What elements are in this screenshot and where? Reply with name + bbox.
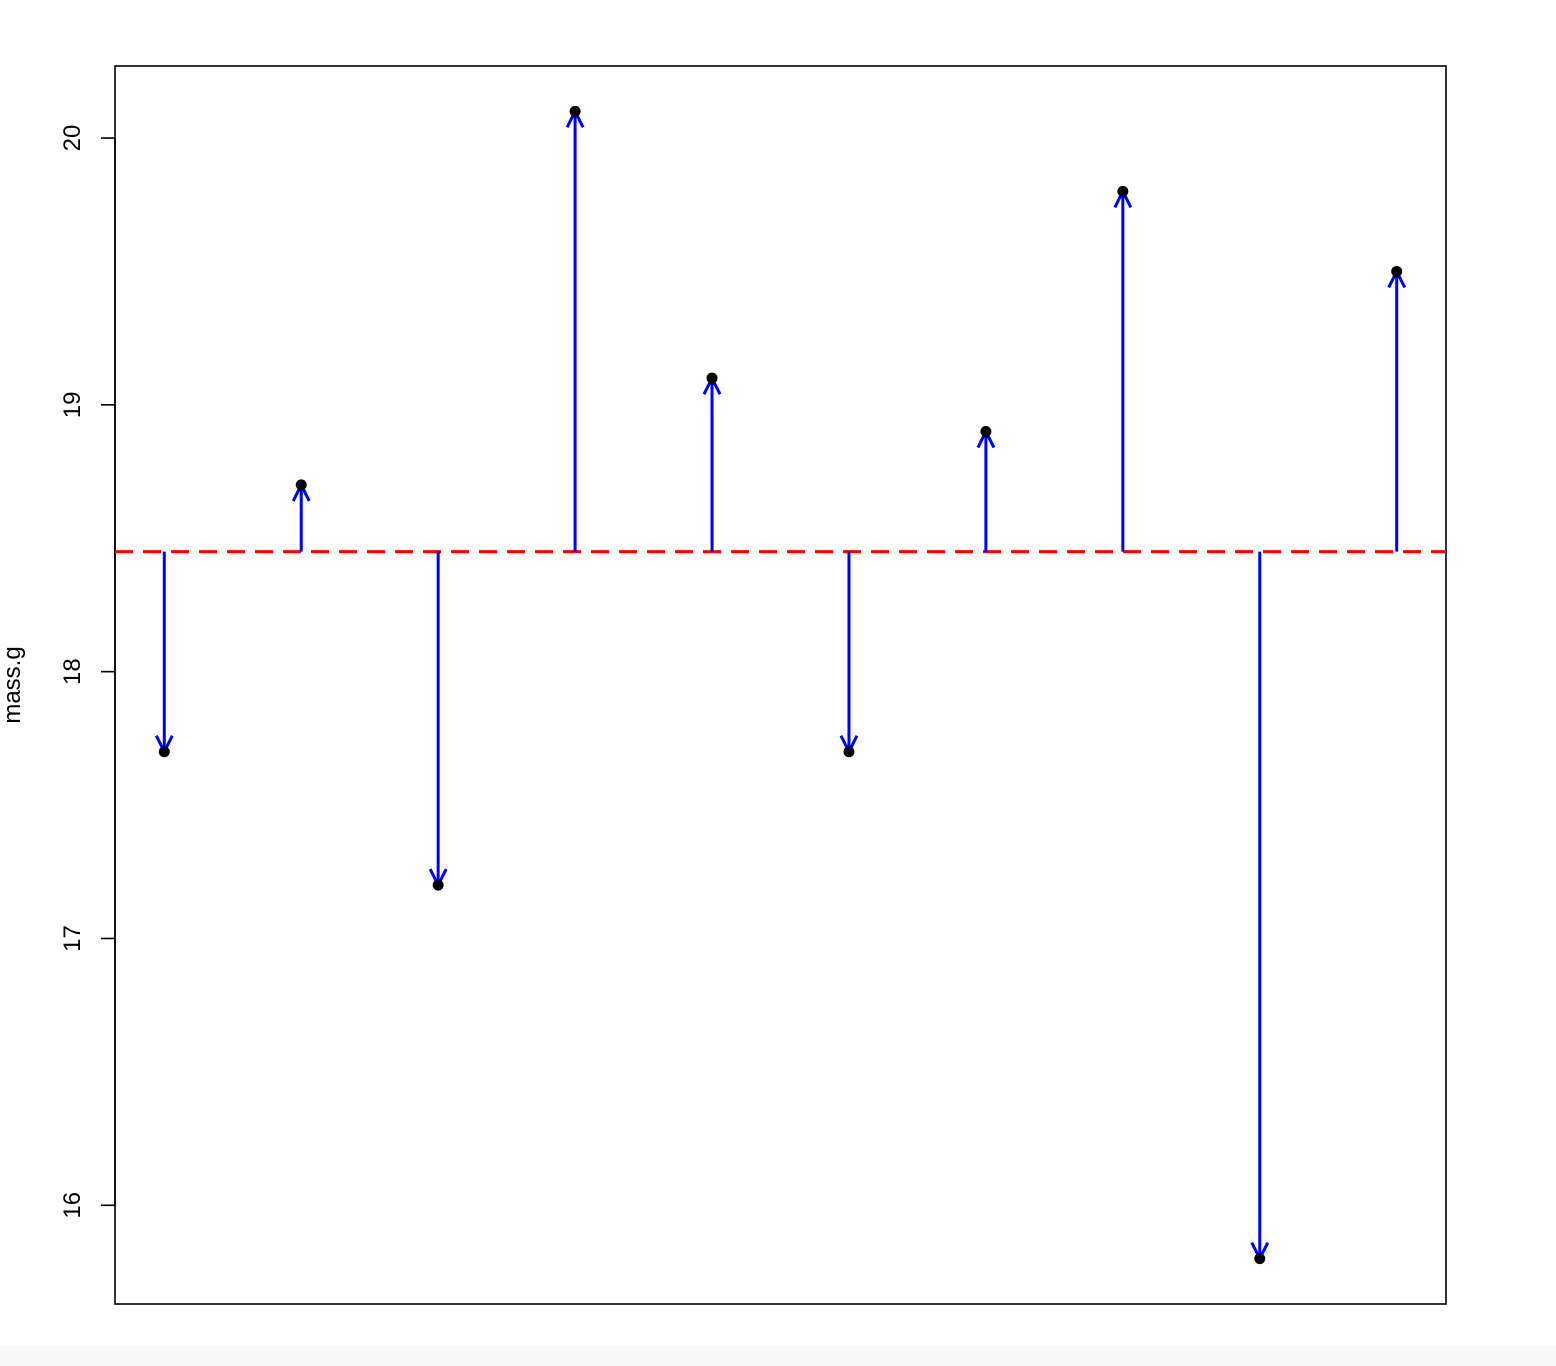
deviation-arrow: [1250, 551, 1270, 1262]
deviation-arrow: [565, 108, 585, 552]
deviation-arrow: [154, 551, 174, 756]
y-axis-label: mass.g: [0, 646, 26, 723]
data-point: [1117, 185, 1129, 197]
data-point: [843, 746, 855, 758]
y-tick-label: 18: [59, 658, 86, 685]
deviation-arrow: [428, 551, 448, 889]
data-points: [158, 105, 1403, 1265]
plot-frame: [114, 65, 1447, 1305]
data-point: [158, 746, 170, 758]
y-tick-label: 16: [59, 1192, 86, 1219]
deviation-arrow: [291, 481, 311, 552]
data-point: [980, 426, 992, 438]
data-point: [295, 479, 307, 491]
deviation-arrow: [1113, 188, 1133, 552]
bottom-strip: [0, 1346, 1556, 1366]
data-point: [569, 105, 581, 117]
deviation-arrow: [976, 428, 996, 552]
data-point: [1254, 1253, 1266, 1265]
data-point: [432, 879, 444, 891]
deviation-arrows: [154, 108, 1407, 1262]
data-point: [706, 372, 718, 384]
deviation-arrow: [1387, 268, 1407, 552]
y-tick-label: 20: [59, 125, 86, 152]
deviation-arrow: [839, 551, 859, 756]
y-tick-label: 17: [59, 925, 86, 952]
y-axis: 16 17 18 19 20: [59, 125, 116, 1219]
deviation-arrow: [702, 374, 722, 552]
data-point: [1391, 265, 1403, 277]
y-tick-label: 19: [59, 391, 86, 418]
